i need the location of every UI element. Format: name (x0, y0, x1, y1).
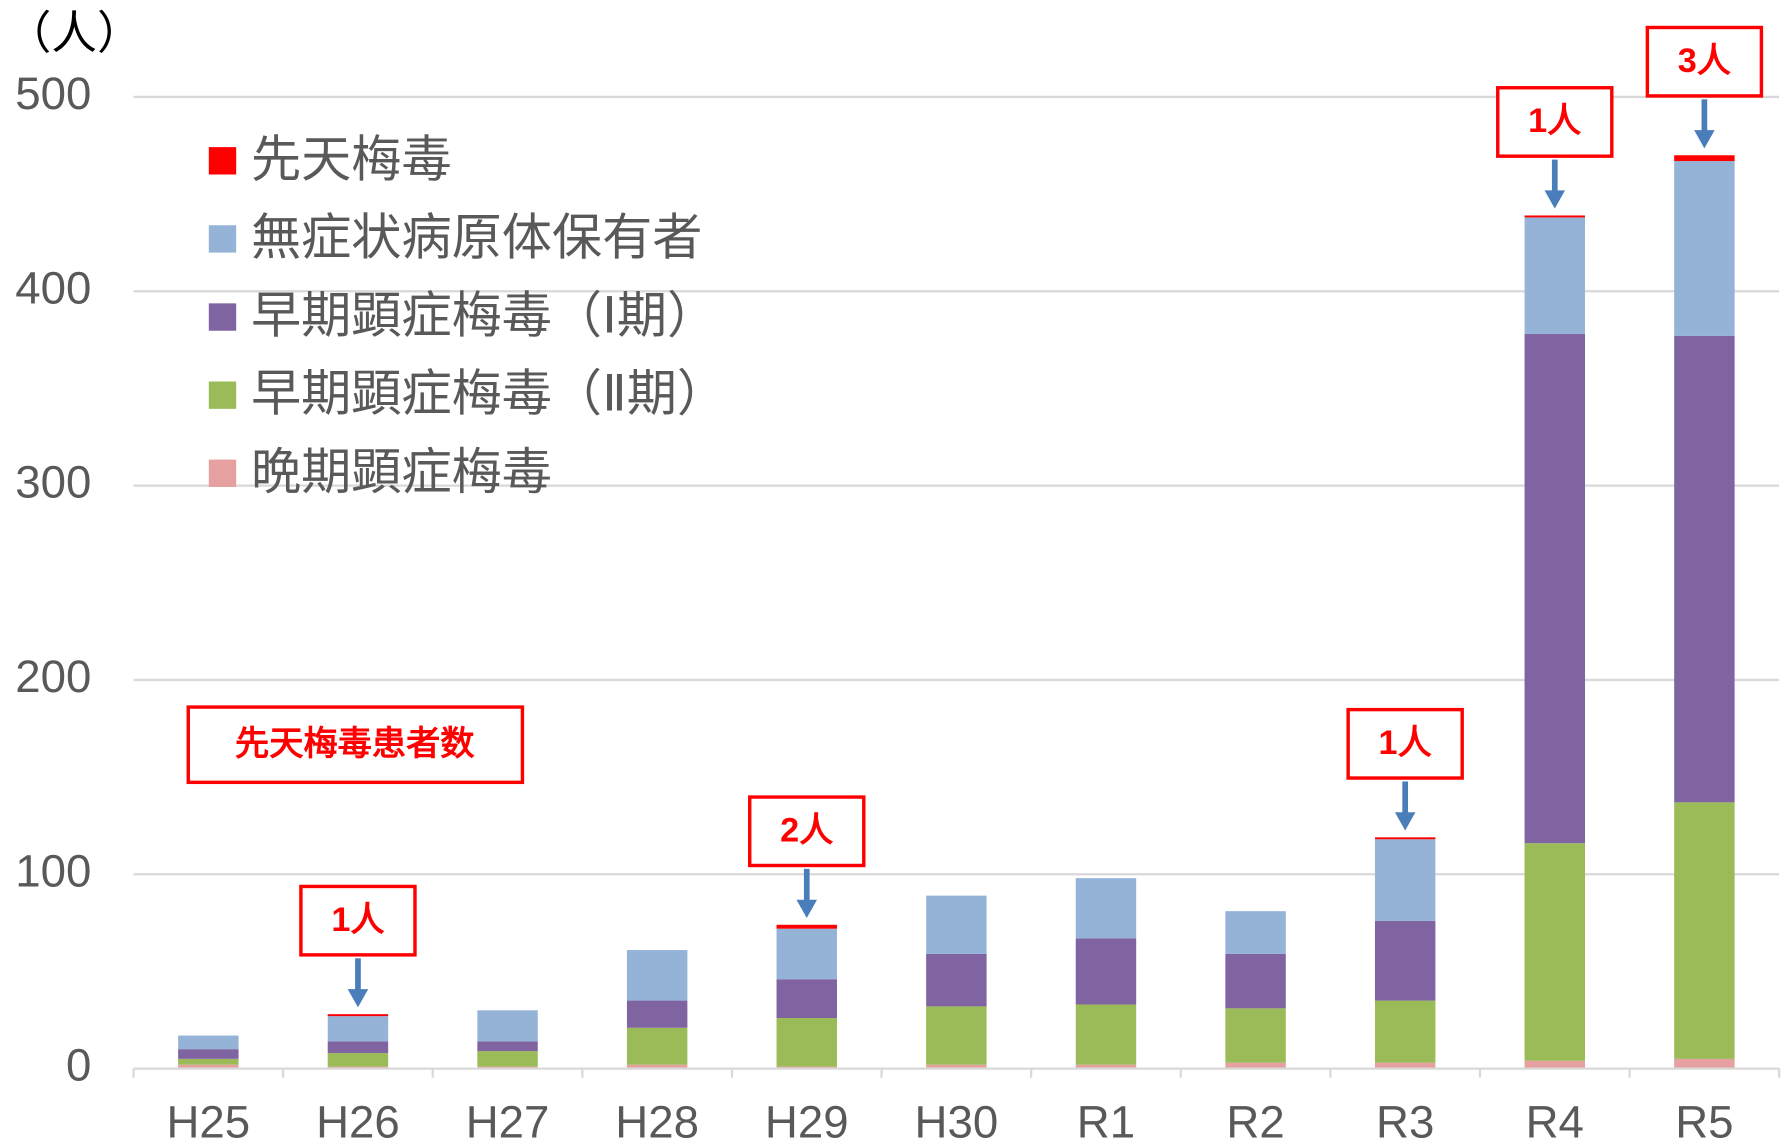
y-tick-label: 100 (15, 845, 91, 896)
bar-segment (1225, 1008, 1286, 1063)
y-tick-label: 400 (15, 262, 91, 313)
y-tick-label: 0 (66, 1040, 91, 1091)
bar-segment (1674, 161, 1735, 336)
legend-swatch (208, 147, 237, 175)
value-label-box (748, 795, 866, 868)
bar-segment (178, 1064, 239, 1069)
arrow-head (1394, 812, 1416, 831)
bar-segment (477, 1010, 538, 1042)
arrow-head (347, 989, 369, 1008)
x-tick-label: H29 (765, 1097, 849, 1145)
x-tick-label: H28 (615, 1097, 699, 1145)
bar-segment (1374, 839, 1436, 921)
y-axis-label: （人） (6, 8, 143, 59)
bar-segment (1524, 334, 1586, 844)
legend-swatch (208, 225, 237, 253)
bar-segment (327, 1014, 389, 1017)
bar-segment (178, 1049, 239, 1059)
bar-segment (1225, 1062, 1286, 1069)
arrow-head (796, 899, 818, 918)
bar-segment (926, 895, 987, 954)
x-tick-label: R1 (1077, 1097, 1135, 1145)
bar-segment (1524, 217, 1586, 335)
bar-segment (327, 1016, 389, 1042)
bar-segment (1075, 938, 1137, 1005)
bar-segment (1374, 1000, 1436, 1063)
bars (178, 155, 1735, 1069)
bar-segment (178, 1035, 239, 1050)
bar-segment (626, 1064, 688, 1069)
bar-segment (327, 1053, 389, 1067)
bar-segment (1524, 215, 1586, 218)
bar-segment (776, 924, 837, 929)
arrow-head (1544, 190, 1566, 209)
annotation: 先天梅毒患者数 (235, 725, 475, 763)
value-label: 1人 (1379, 724, 1433, 762)
legend-swatch (208, 303, 237, 331)
bar-segment (776, 1018, 837, 1067)
legend-label: 先天梅毒 (251, 131, 452, 187)
bar-segment (626, 1000, 688, 1028)
bar-segment (626, 950, 688, 1001)
bar-segment (1674, 1058, 1735, 1069)
bar-segment (776, 979, 837, 1019)
bar-segment (776, 928, 837, 980)
bar-segment (926, 1006, 987, 1065)
legend-swatch (208, 381, 237, 409)
value-label: 2人 (780, 811, 834, 849)
bar-segment (1674, 155, 1735, 162)
legend-label: 早期顕症梅毒（Ⅰ期） (251, 288, 717, 344)
bar-segment (1075, 1004, 1137, 1065)
value-label: 3人 (1678, 42, 1732, 80)
bar-segment (327, 1041, 389, 1054)
value-label-box (299, 884, 417, 957)
x-tick-label: R4 (1526, 1097, 1584, 1145)
legend-label: 晩期顕症梅毒 (251, 444, 552, 500)
legend-label: 早期顕症梅毒（Ⅱ期） (251, 366, 727, 422)
x-tick-label: H26 (316, 1097, 400, 1145)
value-label-box (1496, 86, 1614, 158)
bar-segment (477, 1041, 538, 1052)
grid (133, 95, 1780, 876)
x-tick-label: R2 (1226, 1097, 1284, 1145)
annotation-box (186, 705, 525, 785)
bar-segment (1374, 920, 1436, 1001)
bar-segment (1075, 878, 1137, 939)
bar-segment (477, 1051, 538, 1067)
y-tick-label: 500 (15, 68, 91, 119)
value-label-box (1346, 707, 1464, 780)
bar-segment (626, 1027, 688, 1065)
legend-swatch (208, 459, 237, 487)
value-label: 1人 (331, 901, 385, 939)
bar-segment (1225, 953, 1286, 1009)
x-tick-label: H30 (915, 1097, 999, 1145)
bar-segment (178, 1058, 239, 1065)
bar-segment (1225, 911, 1286, 954)
bar-segment (1674, 802, 1735, 1059)
x-tick-label: H25 (167, 1097, 251, 1145)
bar-segment (1374, 1062, 1436, 1069)
value-label-box (1645, 25, 1764, 98)
bar-segment (1674, 335, 1735, 803)
x-tick-label: R3 (1376, 1097, 1434, 1145)
value-label: 1人 (1528, 102, 1582, 140)
y-tick-label: 200 (15, 651, 91, 702)
x-tick-label: H27 (466, 1097, 550, 1145)
bar-segment (1374, 837, 1436, 840)
bar-segment (926, 953, 987, 1007)
x-tick-label: R5 (1675, 1097, 1733, 1145)
bar-segment (1524, 1060, 1586, 1069)
arrow-head (1694, 130, 1715, 149)
bar-segment (926, 1064, 987, 1069)
legend-label: 無症状病原体保有者 (251, 209, 702, 265)
bar-segment (1075, 1064, 1137, 1069)
bar-segment (1524, 843, 1586, 1061)
y-tick-label: 300 (15, 457, 91, 508)
